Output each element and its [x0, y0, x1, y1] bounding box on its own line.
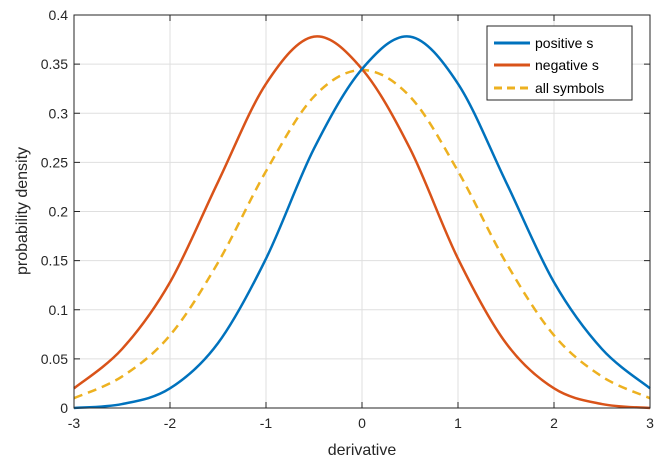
series-layer — [73, 35, 651, 410]
x-tick-label: 0 — [358, 415, 366, 431]
legend: positive s negative s all symbols — [486, 25, 633, 101]
y-tick-label: 0.2 — [49, 204, 69, 220]
axis-ticks — [73, 14, 651, 409]
x-tick-label: -3 — [68, 415, 81, 431]
y-tick-label: 0.25 — [41, 154, 68, 170]
x-tick-label: -1 — [260, 415, 273, 431]
x-tick-label: 1 — [454, 415, 462, 431]
x-tick-label: -2 — [164, 415, 177, 431]
legend-label-negative-s: negative s — [535, 57, 599, 73]
series-line-positive-s — [73, 35, 651, 410]
y-tick-label: 0.4 — [49, 7, 69, 23]
y-tick-label: 0 — [60, 400, 68, 416]
x-tick-label: 3 — [646, 415, 654, 431]
legend-label-all-symbols: all symbols — [535, 80, 604, 96]
y-tick-label: 0.15 — [41, 253, 68, 269]
axis-tick-labels: -3 -2 -1 0 1 2 3 0 0.05 0.1 0.15 0.2 0.25 0.3 0.35 0.4 — [41, 7, 654, 431]
x-tick-label: 2 — [550, 415, 558, 431]
y-tick-label: 0.3 — [49, 105, 69, 121]
y-tick-label: 0.35 — [41, 56, 68, 72]
legend-label-positive-s: positive s — [535, 35, 593, 51]
y-tick-label: 0.1 — [49, 302, 69, 318]
x-axis-title: derivative — [328, 442, 397, 459]
y-tick-label: 0.05 — [41, 351, 68, 367]
y-axis-title: probability density — [14, 147, 31, 275]
